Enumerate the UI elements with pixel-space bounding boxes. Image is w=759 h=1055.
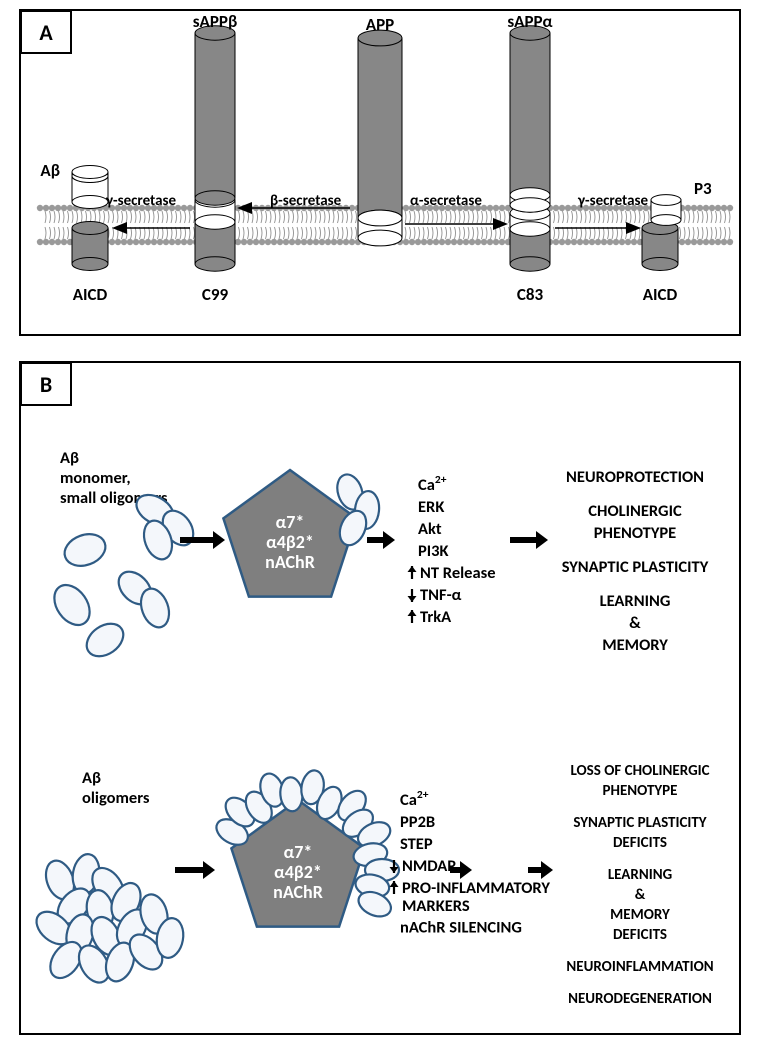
svg-text:&: &: [635, 886, 646, 904]
svg-text:&: &: [629, 613, 641, 633]
svg-text:Aβ: Aβ: [60, 448, 79, 468]
svg-text:LEARNING: LEARNING: [608, 866, 672, 884]
svg-text:Aβ: Aβ: [82, 768, 101, 788]
svg-text:CHOLINERGIC: CHOLINERGIC: [588, 501, 682, 521]
svg-text:α4β2*: α4β2*: [266, 531, 314, 553]
svg-text:C83: C83: [517, 284, 544, 305]
svg-text:STEP: STEP: [400, 834, 433, 854]
svg-text:nAChR SILENCING: nAChR SILENCING: [400, 918, 522, 938]
svg-text:DEFICITS: DEFICITS: [613, 926, 667, 944]
svg-text:NEURODEGENERATION: NEURODEGENERATION: [568, 990, 712, 1008]
svg-text:APP: APP: [366, 14, 394, 35]
figure-svg: APP sAPPβ C99 sAPPα C83 Aβ AICD P3 AICD γ-secreta…: [0, 0, 759, 1050]
panel-a-label: A: [20, 10, 72, 54]
svg-text:NMDAR: NMDAR: [402, 856, 457, 876]
svg-text:TNF-α: TNF-α: [420, 585, 462, 605]
svg-text:γ-secretase: γ-secretase: [577, 192, 648, 210]
svg-text:LEARNING: LEARNING: [600, 591, 671, 611]
svg-text:oligomers: oligomers: [82, 788, 150, 808]
svg-text:sAPPα: sAPPα: [507, 11, 552, 32]
svg-text:AICD: AICD: [73, 284, 108, 305]
panel-b-label: B: [20, 362, 72, 406]
svg-text:SYNAPTIC PLASTICITY: SYNAPTIC PLASTICITY: [562, 557, 709, 577]
svg-text:C99: C99: [202, 284, 229, 305]
svg-text:P3: P3: [694, 178, 712, 199]
svg-text:DEFICITS: DEFICITS: [613, 834, 667, 852]
svg-text:PRO-INFLAMMATORY: PRO-INFLAMMATORY: [402, 878, 550, 898]
svg-text:Ca2+: Ca2+: [418, 473, 447, 495]
svg-text:α7*: α7*: [284, 841, 313, 863]
figure-page: APP sAPPβ C99 sAPPα C83 Aβ AICD P3 AICD γ-secreta…: [0, 0, 759, 1050]
svg-text:PP2B: PP2B: [400, 812, 435, 832]
svg-text:NEUROPROTECTION: NEUROPROTECTION: [566, 467, 704, 487]
svg-text:NEUROINFLAMMATION: NEUROINFLAMMATION: [566, 958, 713, 976]
svg-text:TrkA: TrkA: [420, 607, 451, 627]
panel-a-label-text: A: [39, 19, 52, 46]
svg-text:PHENOTYPE: PHENOTYPE: [594, 523, 676, 543]
svg-text:monomer,: monomer,: [60, 468, 131, 488]
svg-text:Aβ: Aβ: [40, 160, 60, 181]
svg-text:SYNAPTIC PLASTICITY: SYNAPTIC PLASTICITY: [573, 814, 706, 832]
svg-text:MEMORY: MEMORY: [610, 906, 670, 924]
svg-text:sAPPβ: sAPPβ: [193, 11, 237, 32]
svg-text:AICD: AICD: [643, 284, 678, 305]
svg-text:PHENOTYPE: PHENOTYPE: [603, 782, 678, 800]
svg-text:Akt: Akt: [418, 519, 442, 539]
panel-b-label-text: B: [40, 371, 52, 398]
svg-text:ERK: ERK: [418, 497, 444, 517]
svg-text:nAChR: nAChR: [273, 881, 323, 903]
svg-text:NT Release: NT Release: [420, 563, 496, 583]
svg-text:γ-secretase: γ-secretase: [105, 192, 176, 210]
svg-text:LOSS OF CHOLINERGIC: LOSS OF CHOLINERGIC: [570, 762, 709, 780]
svg-text:α-secretase: α-secretase: [410, 192, 482, 210]
svg-text:PI3K: PI3K: [418, 541, 449, 561]
svg-text:MARKERS: MARKERS: [402, 896, 470, 916]
svg-text:α7*: α7*: [276, 511, 305, 533]
svg-text:Ca2+: Ca2+: [400, 788, 429, 810]
svg-text:nAChR: nAChR: [265, 551, 315, 573]
svg-text:MEMORY: MEMORY: [602, 635, 668, 655]
svg-text:α4β2*: α4β2*: [274, 861, 322, 883]
